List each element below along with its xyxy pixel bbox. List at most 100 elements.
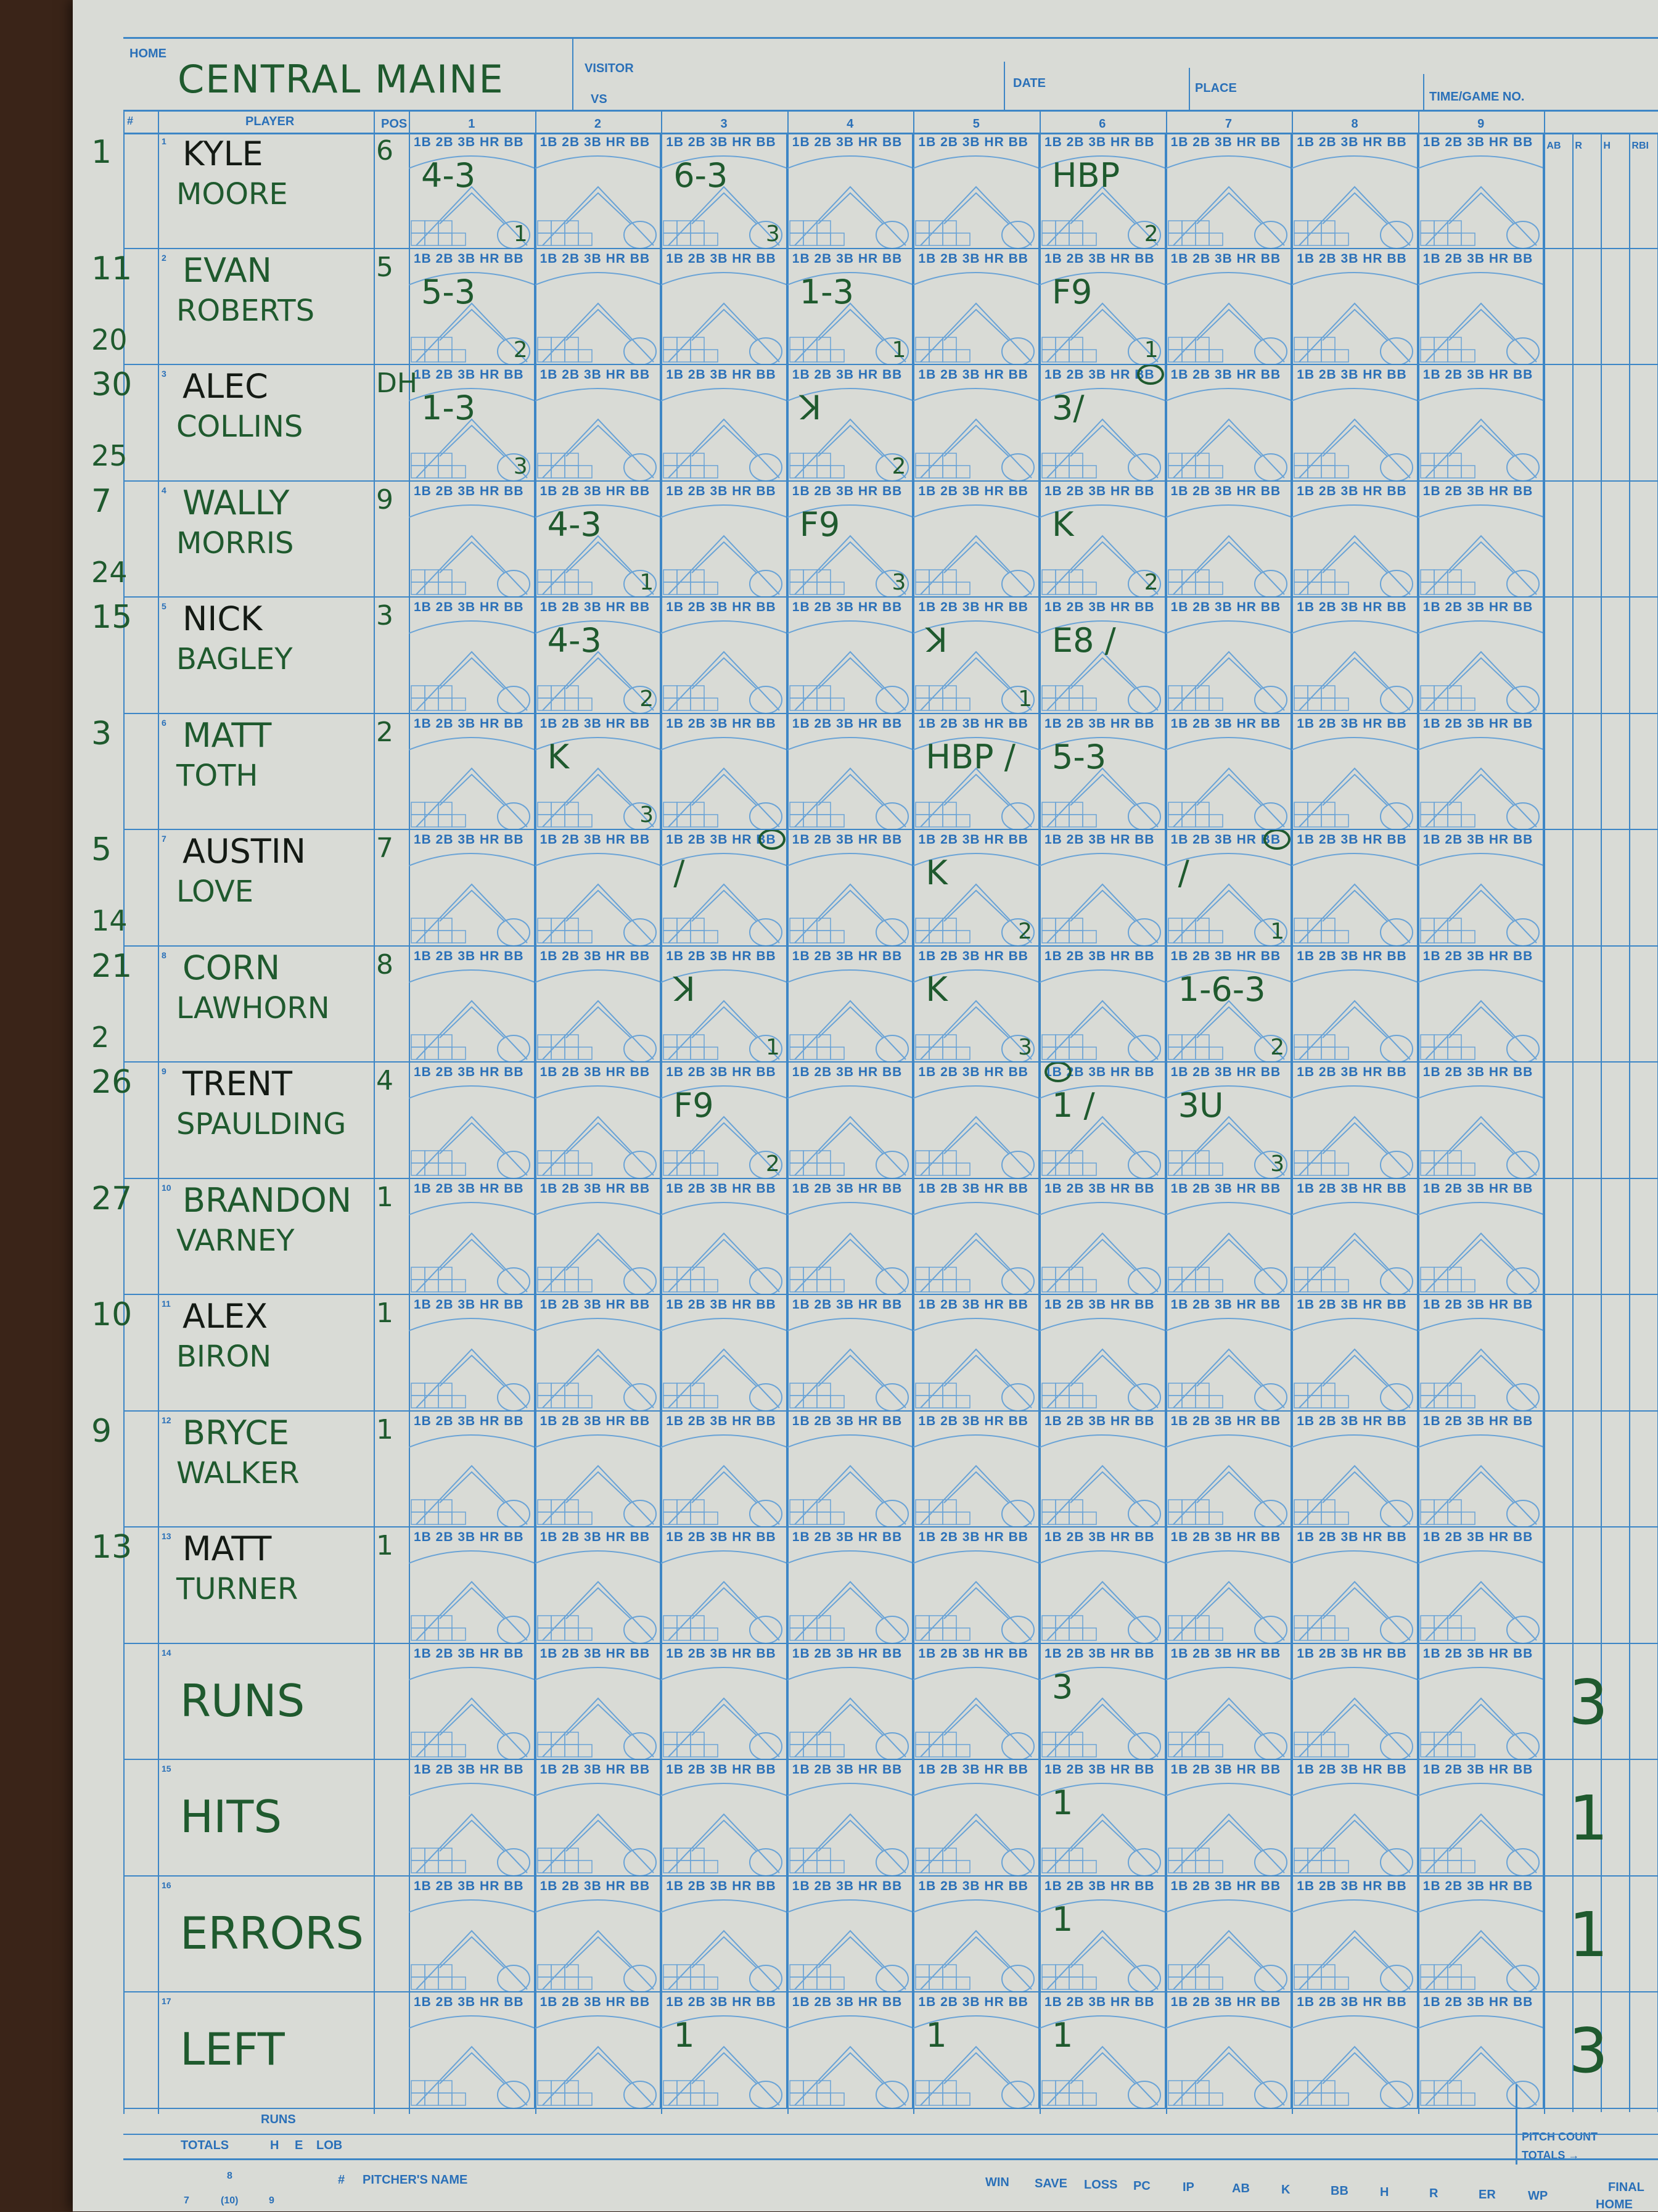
at-bat-cell[interactable]: 1B 2B 3B HR BB (1292, 1760, 1418, 1877)
at-bat-cell[interactable]: 1B 2B 3B HR BB (409, 1992, 535, 2109)
at-bat-cell[interactable]: 1B 2B 3B HR BB (913, 365, 1040, 482)
at-bat-cell[interactable]: 1B 2B 3B HR BB (1418, 1411, 1545, 1527)
at-bat-cell[interactable]: 1B 2B 3B HR BB K 3 (535, 713, 662, 830)
at-bat-cell[interactable]: 1B 2B 3B HR BB (1418, 133, 1545, 249)
at-bat-cell[interactable]: 1B 2B 3B HR BB (1418, 1178, 1545, 1295)
at-bat-cell[interactable]: 1B 2B 3B HR BB 3 (1040, 1643, 1166, 1760)
at-bat-cell[interactable]: 1B 2B 3B HR BB (1165, 1876, 1292, 1992)
at-bat-cell[interactable]: 1B 2B 3B HR BB (535, 1992, 662, 2109)
at-bat-cell[interactable]: 1B 2B 3B HR BB (535, 133, 662, 249)
at-bat-cell[interactable]: 1B 2B 3B HR BB (913, 1643, 1040, 1760)
at-bat-cell[interactable]: 1B 2B 3B HR BB (535, 1178, 662, 1295)
at-bat-cell[interactable]: 1B 2B 3B HR BB (661, 1527, 787, 1644)
at-bat-cell[interactable]: 1B 2B 3B HR BB ꓘ 1 (913, 598, 1040, 714)
at-bat-cell[interactable]: 1B 2B 3B HR BB (787, 713, 914, 830)
at-bat-cell[interactable]: 1B 2B 3B HR BB 4-3 1 (409, 133, 535, 249)
at-bat-cell[interactable]: 1B 2B 3B HR BB (409, 1295, 535, 1412)
at-bat-cell[interactable]: 1B 2B 3B HR BB (661, 1876, 787, 1992)
at-bat-cell[interactable]: 1B 2B 3B HR BB (1040, 946, 1166, 1063)
at-bat-cell[interactable]: 1B 2B 3B HR BB (409, 481, 535, 598)
at-bat-cell[interactable]: 1B 2B 3B HR BB (661, 1178, 787, 1295)
at-bat-cell[interactable]: 1B 2B 3B HR BB (787, 830, 914, 947)
at-bat-cell[interactable]: 1B 2B 3B HR BB (1292, 1643, 1418, 1760)
at-bat-cell[interactable]: 1B 2B 3B HR BB (1418, 1992, 1545, 2109)
at-bat-cell[interactable]: 1B 2B 3B HR BB (1165, 1295, 1292, 1412)
at-bat-cell[interactable]: 1B 2B 3B HR BB (913, 481, 1040, 598)
at-bat-cell[interactable]: 1B 2B 3B HR BB 1 (1040, 1992, 1166, 2109)
at-bat-cell[interactable]: 1B 2B 3B HR BB (1292, 598, 1418, 714)
at-bat-cell[interactable]: 1B 2B 3B HR BB 1 (1040, 1876, 1166, 1992)
at-bat-cell[interactable]: 1B 2B 3B HR BB (913, 1760, 1040, 1877)
at-bat-cell[interactable]: 1B 2B 3B HR BB F9 3 (787, 481, 914, 598)
at-bat-cell[interactable]: 1B 2B 3B HR BB (409, 946, 535, 1063)
at-bat-cell[interactable]: 1B 2B 3B HR BB (787, 1295, 914, 1412)
at-bat-cell[interactable]: 1B 2B 3B HR BB (661, 365, 787, 482)
at-bat-cell[interactable]: 1B 2B 3B HR BB (1418, 1527, 1545, 1644)
at-bat-cell[interactable]: 1B 2B 3B HR BB (535, 830, 662, 947)
at-bat-cell[interactable]: 1B 2B 3B HR BB (913, 249, 1040, 365)
at-bat-cell[interactable]: 1B 2B 3B HR BB 1-3 3 (409, 365, 535, 482)
at-bat-cell[interactable]: 1B 2B 3B HR BB (787, 1876, 914, 1992)
at-bat-cell[interactable]: 1B 2B 3B HR BB (409, 1760, 535, 1877)
at-bat-cell[interactable]: 1B 2B 3B HR BB (1165, 1178, 1292, 1295)
at-bat-cell[interactable]: 1B 2B 3B HR BB (1165, 365, 1292, 482)
at-bat-cell[interactable]: 1B 2B 3B HR BB (787, 946, 914, 1063)
at-bat-cell[interactable]: 1B 2B 3B HR BB (409, 1178, 535, 1295)
at-bat-cell[interactable]: 1B 2B 3B HR BB (661, 1295, 787, 1412)
at-bat-cell[interactable]: 1B 2B 3B HR BB 1 (913, 1992, 1040, 2109)
at-bat-cell[interactable]: 1B 2B 3B HR BB (787, 1992, 914, 2109)
at-bat-cell[interactable]: 1B 2B 3B HR BB (409, 598, 535, 714)
at-bat-cell[interactable]: 1B 2B 3B HR BB 1 / (1040, 1063, 1166, 1179)
at-bat-cell[interactable]: 1B 2B 3B HR BB 1-3 1 (787, 249, 914, 365)
at-bat-cell[interactable]: 1B 2B 3B HR BB (661, 481, 787, 598)
at-bat-cell[interactable]: 1B 2B 3B HR BB 1-6-3 2 (1165, 946, 1292, 1063)
at-bat-cell[interactable]: 1B 2B 3B HR BB (913, 1295, 1040, 1412)
at-bat-cell[interactable]: 1B 2B 3B HR BB (1418, 481, 1545, 598)
at-bat-cell[interactable]: 1B 2B 3B HR BB (535, 1063, 662, 1179)
at-bat-cell[interactable]: 1B 2B 3B HR BB (1292, 1411, 1418, 1527)
at-bat-cell[interactable]: 1B 2B 3B HR BB (787, 1760, 914, 1877)
at-bat-cell[interactable]: 1B 2B 3B HR BB (1418, 1876, 1545, 1992)
at-bat-cell[interactable]: 1B 2B 3B HR BB (409, 1876, 535, 1992)
at-bat-cell[interactable]: 1B 2B 3B HR BB (409, 830, 535, 947)
at-bat-cell[interactable]: 1B 2B 3B HR BB K 2 (1040, 481, 1166, 598)
at-bat-cell[interactable]: 1B 2B 3B HR BB (913, 133, 1040, 249)
at-bat-cell[interactable]: 1B 2B 3B HR BB (1292, 946, 1418, 1063)
at-bat-cell[interactable]: 1B 2B 3B HR BB (1418, 598, 1545, 714)
at-bat-cell[interactable]: 1B 2B 3B HR BB (661, 713, 787, 830)
at-bat-cell[interactable]: 1B 2B 3B HR BB HBP / (913, 713, 1040, 830)
at-bat-cell[interactable]: 1B 2B 3B HR BB (787, 1527, 914, 1644)
at-bat-cell[interactable]: 1B 2B 3B HR BB (1292, 713, 1418, 830)
at-bat-cell[interactable]: 1B 2B 3B HR BB (535, 1643, 662, 1760)
at-bat-cell[interactable]: 1B 2B 3B HR BB ꓘ 1 (661, 946, 787, 1063)
at-bat-cell[interactable]: 1B 2B 3B HR BB (1165, 1527, 1292, 1644)
at-bat-cell[interactable]: 1B 2B 3B HR BB HBP 2 (1040, 133, 1166, 249)
at-bat-cell[interactable]: 1B 2B 3B HR BB (535, 946, 662, 1063)
at-bat-cell[interactable]: 1B 2B 3B HR BB (1418, 946, 1545, 1063)
at-bat-cell[interactable]: 1B 2B 3B HR BB (1165, 481, 1292, 598)
at-bat-cell[interactable]: 1B 2B 3B HR BB (409, 1411, 535, 1527)
at-bat-cell[interactable]: 1B 2B 3B HR BB (787, 133, 914, 249)
at-bat-cell[interactable]: 1B 2B 3B HR BB (1165, 249, 1292, 365)
at-bat-cell[interactable]: 1B 2B 3B HR BB (913, 1063, 1040, 1179)
at-bat-cell[interactable]: 1B 2B 3B HR BB (661, 249, 787, 365)
at-bat-cell[interactable]: 1B 2B 3B HR BB (1292, 830, 1418, 947)
at-bat-cell[interactable]: 1B 2B 3B HR BB 3/ (1040, 365, 1166, 482)
at-bat-cell[interactable]: 1B 2B 3B HR BB (1418, 1643, 1545, 1760)
at-bat-cell[interactable]: 1B 2B 3B HR BB (535, 1295, 662, 1412)
at-bat-cell[interactable]: 1B 2B 3B HR BB (1418, 1760, 1545, 1877)
at-bat-cell[interactable]: 1B 2B 3B HR BB (535, 365, 662, 482)
at-bat-cell[interactable]: 1B 2B 3B HR BB (787, 598, 914, 714)
at-bat-cell[interactable]: 1B 2B 3B HR BB (913, 1411, 1040, 1527)
at-bat-cell[interactable]: 1B 2B 3B HR BB (1418, 1063, 1545, 1179)
at-bat-cell[interactable]: 1B 2B 3B HR BB (1418, 830, 1545, 947)
at-bat-cell[interactable]: 1B 2B 3B HR BB (1165, 1411, 1292, 1527)
at-bat-cell[interactable]: 1B 2B 3B HR BB (1292, 1178, 1418, 1295)
at-bat-cell[interactable]: 1B 2B 3B HR BB (913, 1178, 1040, 1295)
at-bat-cell[interactable]: 1B 2B 3B HR BB (1040, 1295, 1166, 1412)
at-bat-cell[interactable]: 1B 2B 3B HR BB 5-3 2 (409, 249, 535, 365)
at-bat-cell[interactable]: 1B 2B 3B HR BB / (661, 830, 787, 947)
at-bat-cell[interactable]: 1B 2B 3B HR BB 1 (661, 1992, 787, 2109)
at-bat-cell[interactable]: 1B 2B 3B HR BB (535, 1876, 662, 1992)
at-bat-cell[interactable]: 1B 2B 3B HR BB 1 (1040, 1760, 1166, 1877)
